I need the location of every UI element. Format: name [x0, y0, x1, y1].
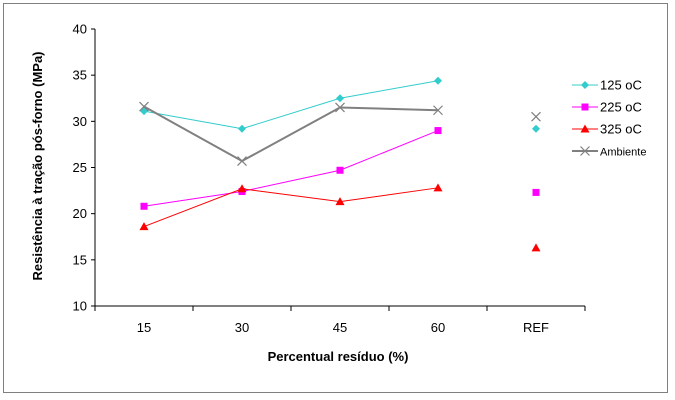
- series-line: [143, 80, 439, 130]
- y-tick-label: 35: [73, 68, 87, 83]
- data-point: [434, 76, 442, 85]
- legend-label: Ambiente: [600, 147, 646, 159]
- y-tick-label: 40: [73, 22, 87, 37]
- series-layer: [139, 76, 541, 252]
- data-point: [336, 94, 344, 103]
- series-line: [143, 187, 439, 228]
- data-point: [238, 124, 246, 133]
- x-axis: 15 30 45 60 REF: [94, 305, 586, 335]
- y-tick-label: 25: [73, 160, 87, 175]
- legend-label: 125 oC: [600, 78, 642, 93]
- data-point: [434, 127, 442, 135]
- x-tick-label: 15: [137, 320, 151, 335]
- data-point: [532, 188, 540, 196]
- data-point: [433, 183, 443, 192]
- series-line: [143, 105, 439, 163]
- data-point: [532, 124, 540, 133]
- y-tick-label: 30: [73, 114, 87, 129]
- y-axis-title: Resistência à tração pós-forno (MPa): [30, 52, 45, 281]
- x-tick-label: 60: [431, 320, 445, 335]
- data-point: [237, 156, 247, 166]
- x-tick-label: 45: [333, 320, 347, 335]
- data-point: [531, 243, 541, 252]
- series-1: [140, 76, 540, 133]
- legend-marker: [580, 124, 590, 133]
- data-point: [335, 197, 345, 206]
- y-tick-label: 15: [73, 252, 87, 267]
- x-axis-title: Percentual resíduo (%): [268, 349, 409, 364]
- legend-marker: [580, 146, 590, 156]
- series-line: [143, 130, 439, 207]
- legend-item: 325 oC: [572, 122, 642, 137]
- data-point: [335, 102, 345, 113]
- legend-label: 225 oC: [600, 100, 642, 115]
- data-point: [531, 111, 541, 122]
- y-axis: 10 15 20 25 30 35 40: [73, 22, 96, 314]
- x-tick-label: REF: [523, 320, 549, 335]
- legend-item: 225 oC: [572, 100, 642, 115]
- data-point: [140, 202, 148, 210]
- data-point: [139, 222, 149, 231]
- legend: 125 oC 225 oC 325 oC Ambiente: [572, 78, 646, 159]
- legend-marker: [581, 103, 589, 111]
- series-3: [139, 183, 541, 252]
- y-tick-label: 20: [73, 206, 87, 221]
- legend-item: Ambiente: [572, 146, 646, 159]
- x-tick-label: 30: [235, 320, 249, 335]
- chart-frame: [3, 3, 668, 393]
- legend-marker: [581, 81, 589, 89]
- y-tick-label: 10: [73, 299, 87, 314]
- data-point: [433, 105, 443, 116]
- data-point: [237, 184, 247, 193]
- data-point: [336, 166, 344, 174]
- data-point: [139, 101, 149, 112]
- series-4: [139, 101, 541, 166]
- legend-label: 325 oC: [600, 122, 642, 137]
- legend-item: 125 oC: [572, 78, 642, 93]
